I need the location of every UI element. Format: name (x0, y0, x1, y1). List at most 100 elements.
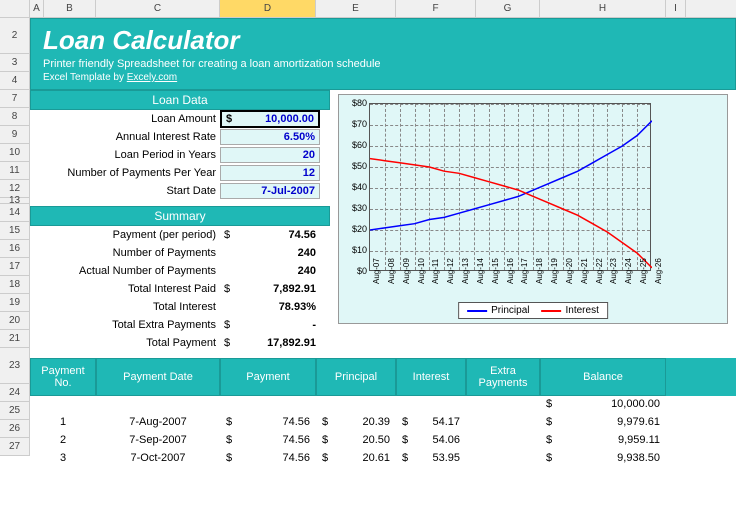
table-header: Principal (316, 358, 396, 396)
loan-data-label: Loan Amount (30, 113, 220, 125)
chart-xlabel: Aug-25 (639, 258, 648, 284)
page-title: Loan Calculator (43, 25, 723, 56)
chart-ylabel: $20 (341, 224, 367, 234)
row-header-3[interactable]: 3 (0, 54, 29, 72)
row-header-25[interactable]: 25 (0, 402, 29, 420)
chart-xlabel: Aug-20 (565, 258, 574, 284)
table-row: 17-Aug-2007$74.56$20.39$54.17$9,979.61 (30, 414, 736, 432)
table-row: 37-Oct-2007$74.56$20.61$53.95$9,938.50 (30, 450, 736, 468)
row-header-14[interactable]: 14 (0, 204, 29, 222)
summary-value: 78.93% (220, 300, 320, 314)
row-header-20[interactable]: 20 (0, 312, 29, 330)
chart-xlabel: Aug-10 (417, 258, 426, 284)
table-row: 27-Sep-2007$74.56$20.50$54.06$9,959.11 (30, 432, 736, 450)
loan-data-label: Loan Period in Years (30, 149, 220, 161)
chart-xlabel: Aug-14 (476, 258, 485, 284)
column-header-B[interactable]: B (44, 0, 96, 17)
row-header-10[interactable]: 10 (0, 144, 29, 162)
chart-ylabel: $80 (341, 98, 367, 108)
chart-xlabel: Aug-19 (550, 258, 559, 284)
chart-xlabel: Aug-07 (372, 258, 381, 284)
loan-data-label: Annual Interest Rate (30, 131, 220, 143)
row-header-9[interactable]: 9 (0, 126, 29, 144)
row-header-4[interactable]: 4 (0, 72, 29, 90)
row-header-17[interactable]: 17 (0, 258, 29, 276)
legend-item: Principal (467, 305, 529, 316)
loan-data-label: Number of Payments Per Year (30, 167, 220, 179)
title-banner: Loan Calculator Printer friendly Spreads… (30, 18, 736, 90)
chart-xlabel: Aug-11 (431, 259, 440, 284)
amortization-table-body: $10,000.0017-Aug-2007$74.56$20.39$54.17$… (30, 396, 736, 468)
summary-label: Total Interest (30, 301, 220, 313)
loan-chart: PrincipalInterest $0$10$20$30$40$50$60$7… (338, 94, 728, 324)
row-header-8[interactable]: 8 (0, 108, 29, 126)
row-header-15[interactable]: 15 (0, 222, 29, 240)
chart-xlabel: Aug-12 (446, 258, 455, 284)
chart-ylabel: $40 (341, 182, 367, 192)
chart-ylabel: $50 (341, 161, 367, 171)
loan-data-header: Loan Data (30, 90, 330, 110)
chart-ylabel: $30 (341, 203, 367, 213)
summary-value: $7,892.91 (220, 282, 320, 296)
loan-data-input[interactable]: 20 (220, 147, 320, 163)
template-credit: Excel Template by Excely.com (43, 72, 723, 83)
loan-data-label: Start Date (30, 185, 220, 197)
row-header-19[interactable]: 19 (0, 294, 29, 312)
row-header-2[interactable]: 2 (0, 18, 29, 54)
column-header-I[interactable]: I (666, 0, 686, 17)
loan-data-input[interactable]: 6.50% (220, 129, 320, 145)
loan-data-input[interactable]: 7-Jul-2007 (220, 183, 320, 199)
column-header-A[interactable]: A (30, 0, 44, 17)
chart-xlabel: Aug-22 (595, 258, 604, 284)
summary-value: 240 (220, 246, 320, 260)
chart-xlabel: Aug-09 (402, 258, 411, 284)
column-header-D[interactable]: D (220, 0, 316, 17)
row-header-18[interactable]: 18 (0, 276, 29, 294)
table-header: Extra Payments (466, 358, 540, 396)
summary-value: $17,892.91 (220, 336, 320, 350)
chart-xlabel: Aug-21 (580, 258, 589, 284)
table-header: Payment (220, 358, 316, 396)
column-header-C[interactable]: C (96, 0, 220, 17)
chart-xlabel: Aug-17 (520, 258, 529, 284)
row-header-21[interactable]: 21 (0, 330, 29, 348)
table-header: Interest (396, 358, 466, 396)
column-header-E[interactable]: E (316, 0, 396, 17)
row-headers: 2347891011121314151617181920212324252627 (0, 18, 30, 456)
column-header-H[interactable]: H (540, 0, 666, 17)
chart-legend: Principal Interest (458, 302, 608, 319)
column-header-G[interactable]: G (476, 0, 540, 17)
loan-data-input[interactable]: $10,000.00 (220, 110, 320, 128)
corner-cell[interactable] (0, 0, 30, 17)
legend-item: Interest (542, 305, 599, 316)
summary-label: Actual Number of Payments (30, 265, 220, 277)
chart-series-interest (370, 159, 652, 268)
chart-xlabel: Aug-26 (654, 258, 663, 284)
table-header: Balance (540, 358, 666, 396)
table-row: $10,000.00 (30, 396, 736, 414)
chart-xlabel: Aug-23 (609, 258, 618, 284)
chart-xlabel: Aug-16 (506, 258, 515, 284)
row-header-24[interactable]: 24 (0, 384, 29, 402)
column-header-F[interactable]: F (396, 0, 476, 17)
summary-value: 240 (220, 264, 320, 278)
row-header-11[interactable]: 11 (0, 162, 29, 180)
excely-link[interactable]: Excely.com (127, 72, 177, 83)
chart-ylabel: $70 (341, 119, 367, 129)
row-header-26[interactable]: 26 (0, 420, 29, 438)
summary-label: Total Extra Payments (30, 319, 220, 331)
summary-value: $- (220, 318, 320, 332)
table-header: Payment No. (30, 358, 96, 396)
summary-label: Number of Payments (30, 247, 220, 259)
chart-xlabel: Aug-24 (624, 258, 633, 284)
row-header-23[interactable]: 23 (0, 348, 29, 384)
table-header: Payment Date (96, 358, 220, 396)
summary-label: Total Payment (30, 337, 220, 349)
row-header-27[interactable]: 27 (0, 438, 29, 456)
summary-value: $74.56 (220, 228, 320, 242)
loan-data-input[interactable]: 12 (220, 165, 320, 181)
column-headers: ABCDEFGHI (0, 0, 736, 18)
summary-header: Summary (30, 206, 330, 226)
row-header-7[interactable]: 7 (0, 90, 29, 108)
row-header-16[interactable]: 16 (0, 240, 29, 258)
